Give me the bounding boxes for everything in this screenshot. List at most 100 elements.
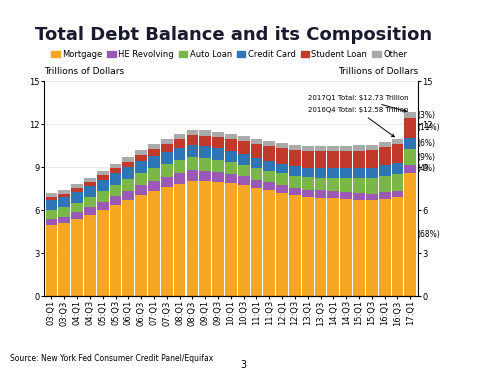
Text: (68%): (68%) bbox=[417, 230, 440, 239]
Bar bbox=[199, 171, 211, 181]
Bar bbox=[392, 174, 403, 191]
Bar bbox=[238, 154, 250, 165]
Bar bbox=[404, 118, 416, 138]
Bar bbox=[212, 148, 224, 160]
Bar bbox=[225, 151, 237, 162]
Bar bbox=[328, 168, 339, 178]
Bar bbox=[135, 185, 147, 195]
Bar bbox=[174, 160, 186, 173]
Bar bbox=[110, 196, 122, 205]
Bar bbox=[302, 168, 313, 177]
Bar bbox=[238, 176, 250, 185]
Bar bbox=[340, 151, 352, 168]
Bar bbox=[276, 174, 288, 185]
Bar bbox=[161, 164, 173, 177]
Bar bbox=[328, 198, 339, 296]
Bar bbox=[392, 139, 403, 144]
Bar bbox=[302, 147, 313, 151]
Bar bbox=[225, 134, 237, 139]
Bar bbox=[46, 197, 57, 200]
Bar bbox=[174, 184, 186, 296]
Text: (3%): (3%) bbox=[417, 111, 435, 120]
Bar bbox=[161, 177, 173, 188]
Text: (6%): (6%) bbox=[417, 139, 435, 148]
Bar bbox=[161, 188, 173, 296]
Bar bbox=[328, 178, 339, 191]
Bar bbox=[46, 225, 57, 296]
Bar bbox=[314, 198, 327, 296]
Bar bbox=[366, 168, 378, 178]
Bar bbox=[187, 157, 198, 170]
Bar bbox=[148, 156, 160, 168]
Bar bbox=[263, 141, 275, 146]
Bar bbox=[404, 112, 416, 118]
Bar bbox=[251, 144, 262, 158]
Text: 2016Q4 Total: $12.58 Trillion: 2016Q4 Total: $12.58 Trillion bbox=[308, 107, 408, 137]
Bar bbox=[46, 210, 57, 219]
Text: Source: New York Fed Consumer Credit Panel/Equifax: Source: New York Fed Consumer Credit Pan… bbox=[10, 354, 213, 363]
Bar bbox=[251, 168, 262, 180]
Bar bbox=[276, 185, 288, 192]
Bar bbox=[135, 161, 147, 173]
Bar bbox=[161, 144, 173, 152]
Bar bbox=[251, 139, 262, 144]
Bar bbox=[238, 165, 250, 176]
Bar bbox=[392, 197, 403, 296]
Text: (9%): (9%) bbox=[417, 152, 435, 162]
Bar bbox=[97, 210, 108, 296]
Bar bbox=[392, 191, 403, 197]
Bar bbox=[97, 191, 108, 202]
Text: (11%): (11%) bbox=[417, 124, 440, 132]
Bar bbox=[122, 167, 134, 179]
Bar bbox=[404, 149, 416, 165]
Bar bbox=[314, 146, 327, 151]
Bar bbox=[289, 150, 301, 166]
Bar bbox=[122, 179, 134, 191]
Bar bbox=[187, 130, 198, 135]
Bar bbox=[110, 205, 122, 296]
Bar bbox=[263, 190, 275, 296]
Bar bbox=[84, 215, 96, 296]
Bar bbox=[122, 162, 134, 167]
Bar bbox=[97, 202, 108, 210]
Bar bbox=[238, 136, 250, 141]
Bar bbox=[302, 151, 313, 168]
Bar bbox=[97, 171, 108, 175]
Bar bbox=[289, 145, 301, 150]
Bar bbox=[251, 158, 262, 168]
Bar bbox=[379, 142, 391, 147]
Bar bbox=[340, 146, 352, 151]
Bar bbox=[84, 197, 96, 207]
Bar bbox=[340, 192, 352, 199]
Bar bbox=[122, 191, 134, 201]
Bar bbox=[314, 191, 327, 198]
Bar bbox=[353, 200, 365, 296]
Bar bbox=[366, 145, 378, 149]
Bar bbox=[225, 139, 237, 151]
Bar bbox=[212, 137, 224, 148]
Bar bbox=[46, 193, 57, 197]
Text: Trillions of Dollars: Trillions of Dollars bbox=[44, 67, 124, 76]
Bar bbox=[353, 145, 365, 151]
Bar bbox=[276, 164, 288, 174]
Bar bbox=[71, 184, 83, 188]
Bar bbox=[276, 143, 288, 148]
Bar bbox=[174, 148, 186, 160]
Text: (4%): (4%) bbox=[417, 164, 435, 174]
Bar bbox=[225, 184, 237, 296]
Bar bbox=[187, 170, 198, 181]
Bar bbox=[135, 173, 147, 185]
Legend: Mortgage, HE Revolving, Auto Loan, Credit Card, Student Loan, Other: Mortgage, HE Revolving, Auto Loan, Credi… bbox=[48, 47, 411, 62]
Bar bbox=[84, 182, 96, 186]
Bar bbox=[110, 168, 122, 174]
Bar bbox=[58, 190, 70, 194]
Bar bbox=[314, 178, 327, 191]
Bar bbox=[366, 178, 378, 194]
Bar bbox=[187, 135, 198, 145]
Bar bbox=[263, 171, 275, 182]
Bar bbox=[71, 219, 83, 296]
Bar bbox=[58, 223, 70, 296]
Bar bbox=[302, 177, 313, 190]
Bar bbox=[199, 136, 211, 146]
Bar bbox=[289, 166, 301, 176]
